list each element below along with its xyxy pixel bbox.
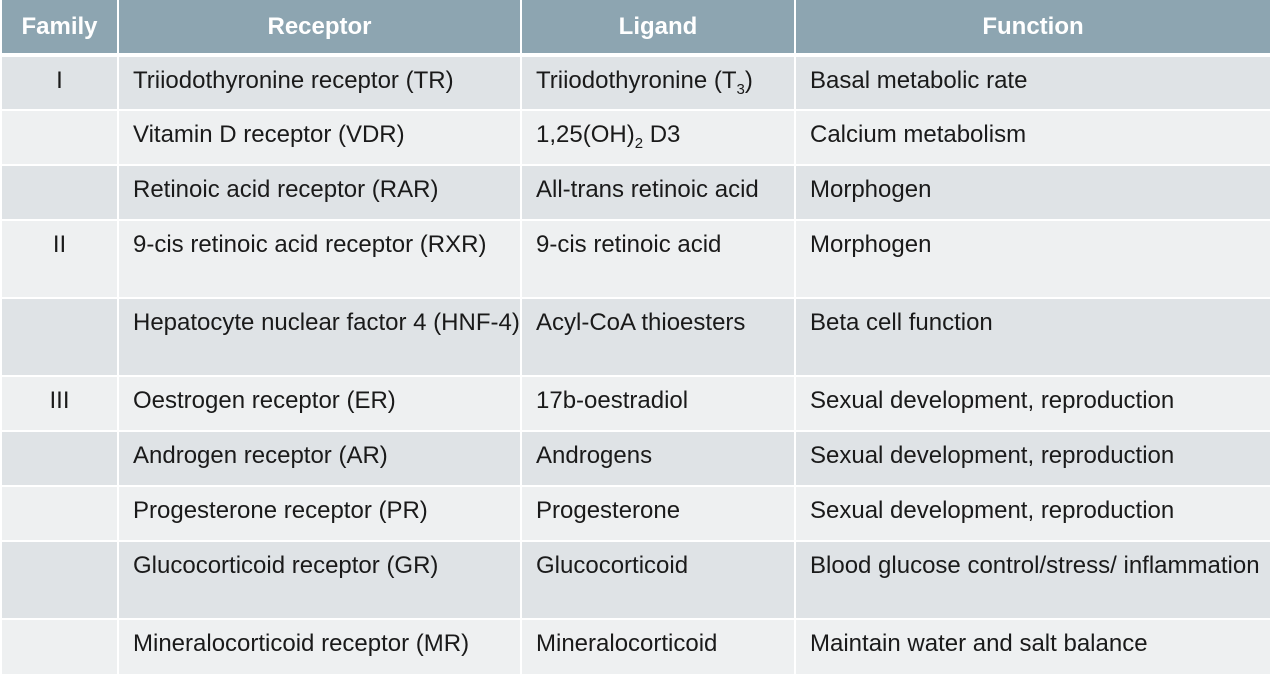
function-cell: Morphogen bbox=[794, 219, 1270, 298]
table-header: Family Receptor Ligand Function bbox=[2, 0, 1270, 57]
table-row: II 9-cis retinoic acid receptor (RXR) 9-… bbox=[2, 219, 1270, 298]
ligand-cell: 1,25(OH)2 D3 bbox=[520, 109, 795, 165]
family-cell: II bbox=[2, 219, 118, 298]
family-cell: III bbox=[2, 375, 118, 431]
table-row: Hepatocyte nuclear factor 4 (HNF-4) Acyl… bbox=[2, 297, 1270, 376]
family-cell bbox=[2, 430, 118, 486]
table-row: Progesterone receptor (PR) Progesterone … bbox=[2, 485, 1270, 541]
function-cell: Sexual development, reproduction bbox=[794, 485, 1270, 541]
table-row: Vitamin D receptor (VDR) 1,25(OH)2 D3 Ca… bbox=[2, 109, 1270, 165]
function-cell: Maintain water and salt balance bbox=[794, 618, 1270, 674]
table-row: Androgen receptor (AR) Androgens Sexual … bbox=[2, 430, 1270, 486]
function-cell: Calcium metabolism bbox=[794, 109, 1270, 165]
family-cell bbox=[2, 297, 118, 376]
ligand-subscript: 3 bbox=[736, 81, 745, 98]
family-cell bbox=[2, 485, 118, 541]
table-body: I Triiodothyronine receptor (TR) Triiodo… bbox=[2, 54, 1270, 674]
ligand-text-after: D3 bbox=[643, 121, 681, 148]
receptor-cell: Mineralocorticoid receptor (MR) bbox=[117, 618, 521, 674]
ligand-subscript: 2 bbox=[634, 135, 644, 152]
ligand-cell: All-trans retinoic acid bbox=[520, 164, 795, 220]
table-row: Retinoic acid receptor (RAR) All-trans r… bbox=[2, 164, 1270, 220]
receptor-cell: Retinoic acid receptor (RAR) bbox=[117, 164, 521, 220]
receptor-cell: Progesterone receptor (PR) bbox=[117, 485, 521, 541]
header-function: Function bbox=[794, 0, 1270, 57]
header-family: Family bbox=[2, 0, 118, 57]
ligand-cell: 17b-oestradiol bbox=[520, 375, 795, 431]
ligand-text: Triiodothyronine (T bbox=[536, 67, 737, 94]
receptor-cell: Hepatocyte nuclear factor 4 (HNF-4) bbox=[117, 297, 521, 376]
table-row: I Triiodothyronine receptor (TR) Triiodo… bbox=[2, 54, 1270, 110]
function-cell: Beta cell function bbox=[794, 297, 1270, 376]
function-cell: Sexual development, reproduction bbox=[794, 375, 1270, 431]
receptor-cell: Oestrogen receptor (ER) bbox=[117, 375, 521, 431]
receptor-cell: Glucocorticoid receptor (GR) bbox=[117, 540, 521, 619]
ligand-cell: Acyl-CoA thioesters bbox=[520, 297, 795, 376]
family-cell bbox=[2, 618, 118, 674]
ligand-cell: Androgens bbox=[520, 430, 795, 486]
ligand-cell: Mineralocorticoid bbox=[520, 618, 795, 674]
ligand-cell: 9-cis retinoic acid bbox=[520, 219, 795, 298]
function-cell: Morphogen bbox=[794, 164, 1270, 220]
ligand-cell: Progesterone bbox=[520, 485, 795, 541]
receptor-cell: Vitamin D receptor (VDR) bbox=[117, 109, 521, 165]
receptor-cell: Androgen receptor (AR) bbox=[117, 430, 521, 486]
function-cell: Basal metabolic rate bbox=[794, 54, 1270, 110]
ligand-text: 1,25(OH) bbox=[536, 121, 635, 148]
family-cell bbox=[2, 540, 118, 619]
header-receptor: Receptor bbox=[117, 0, 521, 57]
header-row: Family Receptor Ligand Function bbox=[2, 0, 1270, 57]
table-row: III Oestrogen receptor (ER) 17b-oestradi… bbox=[2, 375, 1270, 431]
family-cell bbox=[2, 109, 118, 165]
family-cell: I bbox=[2, 54, 118, 110]
receptor-cell: 9-cis retinoic acid receptor (RXR) bbox=[117, 219, 521, 298]
table-row: Mineralocorticoid receptor (MR) Mineralo… bbox=[2, 618, 1270, 674]
ligand-text-after: ) bbox=[744, 67, 753, 94]
table-row: Glucocorticoid receptor (GR) Glucocortic… bbox=[2, 540, 1270, 619]
function-cell: Blood glucose control/stress/ inflammati… bbox=[794, 540, 1270, 619]
ligand-cell: Triiodothyronine (T3) bbox=[520, 54, 795, 110]
family-cell bbox=[2, 164, 118, 220]
ligand-cell: Glucocorticoid bbox=[520, 540, 795, 619]
function-cell: Sexual development, reproduction bbox=[794, 430, 1270, 486]
header-ligand: Ligand bbox=[520, 0, 795, 57]
receptor-cell: Triiodothyronine receptor (TR) bbox=[117, 54, 521, 110]
